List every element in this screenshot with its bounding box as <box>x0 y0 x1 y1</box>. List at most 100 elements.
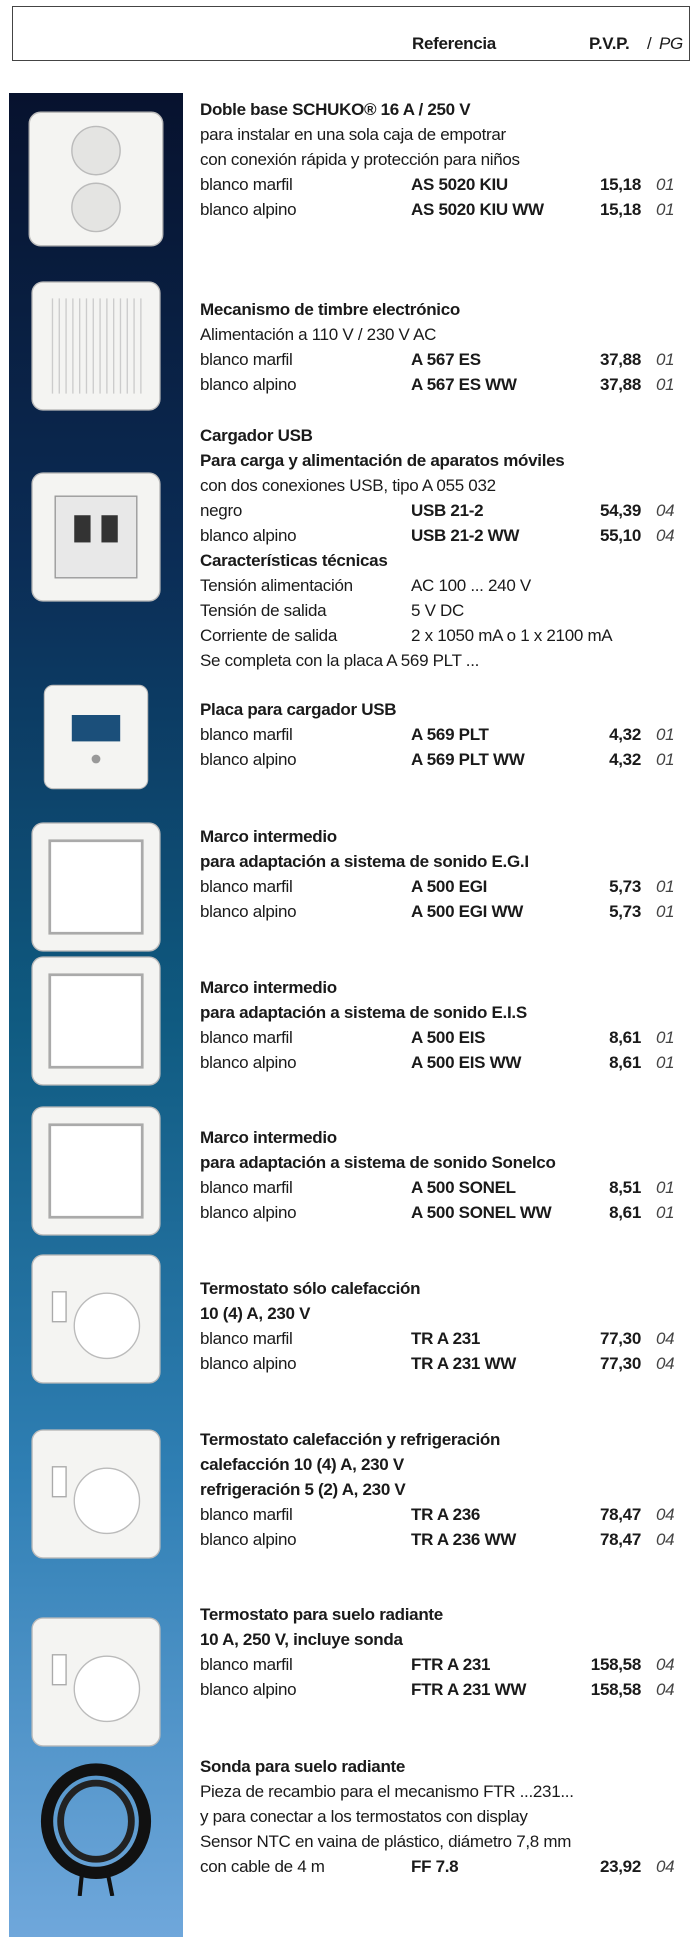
price: 55,10 <box>599 526 641 545</box>
price: 8,61 <box>609 1203 641 1222</box>
product-title: Para carga y alimentación de aparatos mó… <box>200 451 565 470</box>
product-image <box>31 822 161 952</box>
price: 37,88 <box>599 375 641 394</box>
product: Marco intermedio para adaptación a sistem… <box>200 1125 690 1225</box>
price-row: blanco alpino A 500 SONEL WW 8,61 01 <box>200 1200 690 1225</box>
product: Cargador USB Para carga y alimentación de… <box>200 423 690 673</box>
variant: blanco marfil <box>200 1178 293 1197</box>
spec-value: 5 V DC <box>411 601 464 620</box>
description: con conexión rápida y protección para ni… <box>200 150 520 169</box>
pg-heading: PG <box>659 34 683 53</box>
reference: A 500 EGI <box>411 877 488 896</box>
product-image <box>28 111 164 247</box>
price: 23,92 <box>599 1857 641 1876</box>
product-title: para adaptación a sistema de sonido Sone… <box>200 1153 556 1172</box>
variant: blanco marfil <box>200 877 293 896</box>
image-part <box>48 839 144 935</box>
price: 158,58 <box>590 1680 642 1699</box>
product-title: Marco intermedio <box>200 827 337 846</box>
reference: A 500 EIS <box>411 1028 486 1047</box>
variant: blanco marfil <box>200 1655 293 1674</box>
price-group: 01 <box>656 350 675 369</box>
reference: TR A 236 WW <box>411 1530 517 1549</box>
price-row: con cable de 4 m FF 7.8 23,92 04 <box>200 1854 690 1879</box>
price-group: 01 <box>656 1028 675 1047</box>
image-part <box>73 1292 141 1360</box>
variant: blanco alpino <box>200 526 297 545</box>
product-title: Cargador USB <box>200 426 313 445</box>
product-image <box>31 956 161 1086</box>
image-part <box>48 973 144 1069</box>
image-part <box>71 715 121 742</box>
note: Se completa con la placa A 569 PLT ... <box>200 651 480 670</box>
reference: A 500 EGI WW <box>411 902 523 921</box>
reference: FTR A 231 WW <box>411 1680 527 1699</box>
spec-label: Tensión alimentación <box>200 576 353 595</box>
image-part <box>48 1123 144 1219</box>
product-image <box>31 1617 161 1747</box>
price-row: blanco alpino USB 21-2 WW 55,10 04 <box>200 523 690 548</box>
price-row: blanco alpino FTR A 231 WW 158,58 04 <box>200 1677 690 1702</box>
description: para instalar en una sola caja de empotr… <box>200 125 506 144</box>
price: 4,32 <box>609 725 641 744</box>
price: 37,88 <box>599 350 641 369</box>
price-row: blanco marfil A 500 EIS 8,61 01 <box>200 1025 690 1050</box>
spec-value: AC 100 ... 240 V <box>411 576 531 595</box>
product: Termostato para suelo radiante 10 A, 250 … <box>200 1602 690 1702</box>
price: 77,30 <box>599 1329 641 1348</box>
product-image <box>31 281 161 411</box>
image-part <box>51 1654 67 1686</box>
spec-label: Tensión de salida <box>200 601 327 620</box>
price-row: blanco alpino AS 5020 KIU WW 15,18 01 <box>200 197 690 222</box>
image-part <box>73 1655 141 1723</box>
price-group: 01 <box>656 750 675 769</box>
product: Termostato calefacción y refrigeración ca… <box>200 1427 690 1552</box>
reference: A 569 PLT WW <box>411 750 525 769</box>
reference: A 500 EIS WW <box>411 1053 522 1072</box>
variant: blanco alpino <box>200 1354 297 1373</box>
product-title: calefacción 10 (4) A, 230 V <box>200 1455 404 1474</box>
price-group: 04 <box>656 1329 675 1348</box>
variant: blanco marfil <box>200 1505 293 1524</box>
product-title: Termostato sólo calefacción <box>200 1279 421 1298</box>
spec-value: 2 x 1050 mA o 1 x 2100 mA <box>411 626 613 645</box>
product-image <box>31 472 161 602</box>
price-group: 01 <box>656 1053 675 1072</box>
price: 77,30 <box>599 1354 641 1373</box>
product-title: para adaptación a sistema de sonido E.G.… <box>200 852 529 871</box>
price-group: 01 <box>656 200 675 219</box>
reference: A 567 ES <box>411 350 481 369</box>
price-heading: P.V.P. <box>589 34 630 53</box>
image-part <box>51 1466 67 1498</box>
price-row: blanco alpino A 500 EGI WW 5,73 01 <box>200 899 690 924</box>
reference: A 500 SONEL <box>411 1178 516 1197</box>
image-part <box>77 1868 85 1896</box>
price-group: 04 <box>656 526 675 545</box>
product-title: Sonda para suelo radiante <box>200 1757 406 1776</box>
price: 4,32 <box>609 750 641 769</box>
variant: blanco alpino <box>200 200 297 219</box>
variant: blanco marfil <box>200 1329 293 1348</box>
variant: blanco alpino <box>200 375 297 394</box>
product: Termostato sólo calefacción 10 (4) A, 230… <box>200 1276 690 1376</box>
product-title: para adaptación a sistema de sonido E.I.… <box>200 1003 527 1022</box>
product: Sonda para suelo radiante Pieza de recamb… <box>200 1754 690 1879</box>
price: 5,73 <box>609 877 641 896</box>
price: 78,47 <box>599 1505 641 1524</box>
price-row: blanco alpino TR A 231 WW 77,30 04 <box>200 1351 690 1376</box>
variant: blanco marfil <box>200 350 293 369</box>
variant: blanco alpino <box>200 1053 297 1072</box>
reference: FTR A 231 <box>411 1655 491 1674</box>
specs-heading: Características técnicas <box>200 551 388 570</box>
product-title: Doble base SCHUKO® 16 A / 250 V <box>200 100 471 119</box>
price-row: blanco marfil A 569 PLT 4,32 01 <box>200 722 690 747</box>
variant: blanco alpino <box>200 1203 297 1222</box>
reference: TR A 231 WW <box>411 1354 517 1373</box>
price-group: 01 <box>656 175 675 194</box>
image-part <box>28 111 164 247</box>
price-row: blanco marfil TR A 236 78,47 04 <box>200 1502 690 1527</box>
price-row: blanco alpino A 567 ES WW 37,88 01 <box>200 372 690 397</box>
product-image <box>31 1254 161 1384</box>
reference-heading: Referencia <box>412 34 496 53</box>
